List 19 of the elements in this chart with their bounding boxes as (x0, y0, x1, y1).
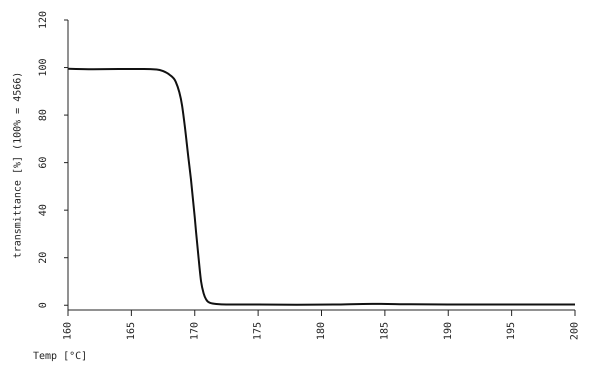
x-tick-label: 165 (126, 322, 137, 340)
y-tick-label: 100 (38, 58, 49, 77)
y-tick-label: 80 (38, 109, 49, 122)
x-tick-label: 190 (442, 322, 454, 340)
y-axis-title: transmittance [%] (100% = 4566) (12, 72, 24, 258)
x-tick-label: 195 (506, 322, 518, 340)
x-tick-label: 160 (62, 322, 74, 340)
x-tick-label: 175 (252, 322, 264, 340)
x-tick-label: 185 (379, 322, 390, 340)
y-tick-label: 20 (38, 252, 49, 264)
x-tick-label: 200 (570, 322, 580, 340)
line-series (68, 68, 575, 306)
y-tick-label: 0 (38, 302, 49, 308)
x-tick-label: 170 (189, 322, 200, 340)
x-axis-title: Temp [°C] (33, 351, 88, 362)
y-tick-label: 60 (38, 156, 49, 169)
x-tick-label: 180 (316, 322, 327, 340)
y-tick-label: 40 (38, 204, 49, 216)
y-tick-label: 120 (38, 10, 49, 30)
